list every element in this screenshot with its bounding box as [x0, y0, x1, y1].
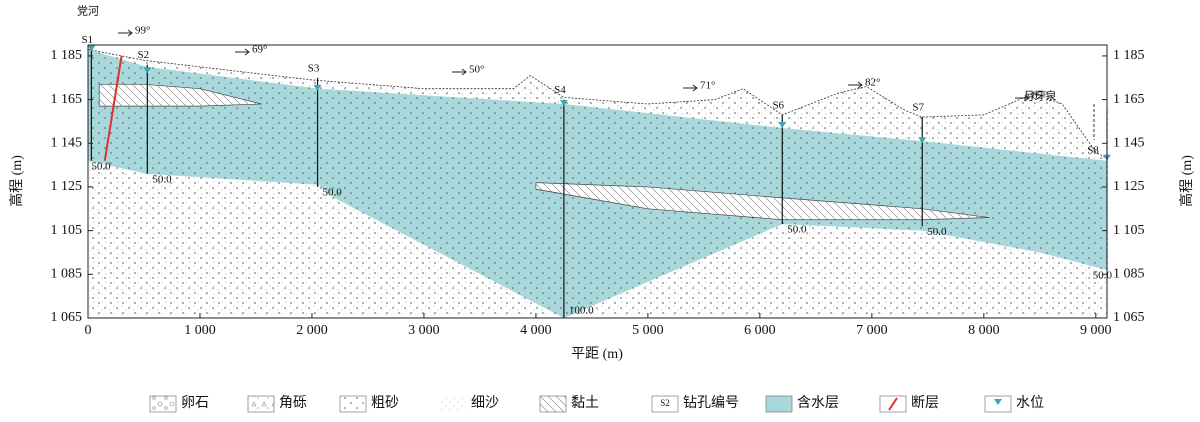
- plot: [88, 45, 1107, 318]
- y-tick-label: 1 145: [51, 135, 83, 150]
- y2-tick-label: 1 145: [1113, 135, 1145, 150]
- y-tick-label: 1 165: [51, 92, 83, 107]
- dip-label: 85°: [1032, 90, 1047, 102]
- legend-swatch: [766, 396, 792, 412]
- x-tick-label: 9 000: [1080, 323, 1112, 338]
- page: {"chart_data": {"type": "cross-section",…: [0, 0, 1200, 417]
- legend-swatch: [340, 396, 366, 412]
- legend-label: 卵石: [181, 395, 209, 411]
- legend-label: 水位: [1016, 395, 1044, 411]
- y-tick-label: 1 085: [51, 267, 83, 282]
- borehole-label: S1: [82, 34, 94, 46]
- legend-swatch: [150, 396, 176, 412]
- y-tick-label: 1 185: [51, 48, 83, 63]
- x-tick-label: 0: [85, 323, 92, 338]
- dip-label: 99°: [135, 25, 150, 37]
- place-label: 党河: [77, 5, 99, 18]
- depth-label: 50.0: [91, 160, 111, 172]
- borehole-label: S4: [554, 84, 566, 96]
- dip-label: 82°: [865, 77, 880, 89]
- y2-tick-label: 1 165: [1113, 92, 1145, 107]
- y2-tick-label: 1 105: [1113, 223, 1145, 238]
- x-tick-label: 6 000: [744, 323, 776, 338]
- legend-label: 断层: [911, 395, 939, 411]
- borehole-label: S6: [772, 99, 784, 111]
- y-tick-label: 1 065: [51, 310, 83, 325]
- legend-swatch: [540, 396, 566, 412]
- borehole-label: S3: [308, 62, 320, 74]
- depth-label: 50.0: [787, 224, 807, 236]
- dip-label: 71°: [700, 80, 715, 92]
- dip-label: 50°: [469, 64, 484, 76]
- x-tick-label: 1 000: [184, 323, 216, 338]
- x-tick-label: 4 000: [520, 323, 552, 338]
- legend-label: 黏土: [571, 395, 599, 411]
- y2-axis-title: 高程 (m): [1178, 155, 1195, 207]
- legend-swatch: [248, 396, 274, 412]
- y2-tick-label: 1 185: [1113, 48, 1145, 63]
- legend-label: 粗砂: [371, 395, 399, 411]
- depth-label: 50.0: [152, 173, 172, 185]
- legend-label: 钻孔编号: [683, 395, 739, 411]
- depth-label: 50.0: [927, 226, 947, 238]
- borehole-label: S2: [138, 49, 150, 61]
- y2-tick-label: 1 065: [1113, 310, 1145, 325]
- x-tick-label: 5 000: [632, 323, 664, 338]
- depth-label: 50.0: [1093, 269, 1113, 281]
- depth-label: 50.0: [323, 186, 343, 198]
- borehole-label: S7: [912, 102, 924, 114]
- dip-arrow: [118, 30, 132, 36]
- borehole-label: S8: [1087, 144, 1099, 156]
- y2-tick-label: 1 125: [1113, 179, 1145, 194]
- legend-label: 细沙: [471, 395, 499, 411]
- chart: 高程 (m) 高程 (m) 平距 (m) 党河 月牙泉 S150.0S250.0…: [0, 0, 1200, 417]
- depth-label: 100.0: [569, 305, 594, 317]
- x-tick-label: 2 000: [296, 323, 328, 338]
- x-tick-label: 3 000: [408, 323, 440, 338]
- y-tick-label: 1 125: [51, 179, 83, 194]
- legend-sample: S2: [660, 398, 670, 408]
- x-tick-label: 7 000: [856, 323, 888, 338]
- x-axis-title: 平距 (m): [571, 346, 623, 362]
- y2-tick-label: 1 085: [1113, 267, 1145, 282]
- legend-swatch: [440, 396, 466, 412]
- x-tick-label: 8 000: [968, 323, 1000, 338]
- legend-label: 角砾: [279, 395, 307, 411]
- legend-label: 含水层: [797, 395, 839, 411]
- y-axis-title: 高程 (m): [8, 155, 25, 207]
- y-tick-label: 1 105: [51, 223, 83, 238]
